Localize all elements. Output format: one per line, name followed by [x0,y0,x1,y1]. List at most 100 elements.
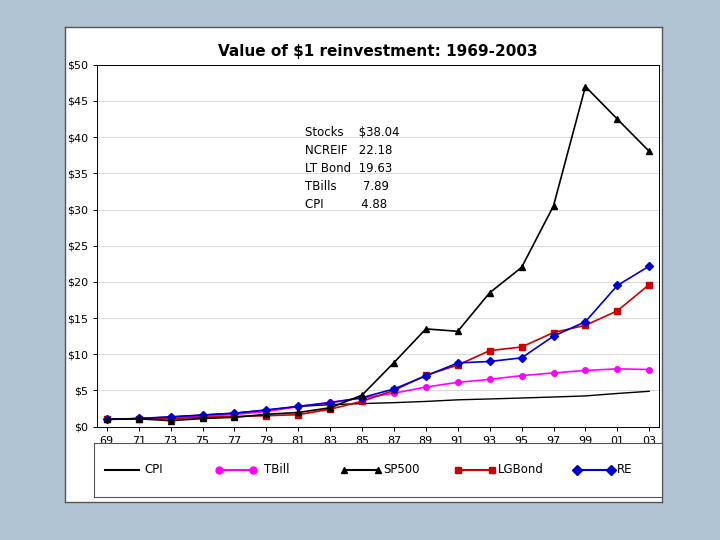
TBill [294,403,302,410]
RE [454,360,462,366]
SP500 [230,414,239,421]
TBill [166,414,175,421]
TBill [645,366,654,373]
Line: TBill: TBill [104,366,652,422]
LGBond [390,387,398,394]
LGBond [645,281,654,288]
Text: CPI: CPI [145,463,163,476]
RE [581,319,590,325]
LGBond [613,308,621,314]
CPI [645,388,654,395]
LGBond [454,362,462,368]
TBill [198,413,207,420]
Text: LGBond: LGBond [498,463,544,476]
LGBond [294,411,302,418]
SP500 [358,392,366,399]
RE [198,412,207,418]
RE [326,400,335,406]
SP500 [102,416,111,423]
CPI [358,400,366,407]
CPI [230,410,239,416]
LGBond [166,416,175,422]
Text: Stocks    $38.04
NCREIF   22.18
LT Bond  19.63
TBills       7.89
CPI          4.: Stocks $38.04 NCREIF 22.18 LT Bond 19.63… [305,126,400,211]
LGBond [102,416,111,423]
LGBond [421,372,430,379]
CPI [198,412,207,418]
SP500 [517,264,526,271]
CPI [613,390,621,397]
SP500 [326,404,335,411]
Text: RE: RE [617,463,632,476]
TBill [517,373,526,379]
CPI [390,400,398,406]
SP500 [294,409,302,416]
LGBond [198,414,207,421]
Line: SP500: SP500 [103,83,653,424]
CPI [454,396,462,403]
SP500 [166,417,175,424]
RE [485,358,494,365]
CPI [135,415,143,422]
TBill [421,384,430,390]
RE [102,416,111,423]
SP500 [135,416,143,422]
TBill [454,379,462,386]
CPI [102,416,111,423]
SP500 [645,148,654,154]
RE [230,410,239,416]
SP500 [549,202,558,209]
SP500 [613,116,621,122]
LGBond [358,398,366,404]
LGBond [549,329,558,336]
CPI [517,395,526,401]
LGBond [230,413,239,420]
RE [135,415,143,422]
RE [358,394,366,401]
LGBond [326,406,335,413]
Text: SP500: SP500 [384,463,420,476]
CPI [262,407,271,413]
TBill [102,416,111,423]
SP500 [421,326,430,332]
TBill [135,415,143,422]
CPI [326,401,335,408]
TBill [485,376,494,382]
RE [390,386,398,392]
LGBond [262,413,271,419]
RE [421,373,430,379]
RE [549,333,558,340]
Line: LGBond: LGBond [104,282,652,422]
TBill [262,408,271,415]
RE [166,414,175,420]
CPI [549,394,558,400]
LGBond [485,347,494,354]
RE [517,355,526,361]
CPI [421,398,430,404]
SP500 [262,411,271,417]
TBill [581,367,590,374]
LGBond [581,322,590,328]
TBill [358,395,366,401]
CPI [294,403,302,410]
SP500 [198,415,207,422]
SP500 [454,328,462,335]
TBill [326,399,335,406]
TBill [390,390,398,396]
Title: Value of $1 reinvestment: 1969-2003: Value of $1 reinvestment: 1969-2003 [218,44,538,59]
SP500 [485,289,494,296]
RE [613,282,621,289]
LGBond [135,415,143,422]
SP500 [581,83,590,90]
LGBond [517,344,526,350]
Line: CPI: CPI [107,392,649,420]
RE [262,407,271,413]
CPI [581,393,590,399]
TBill [230,411,239,418]
CPI [485,396,494,402]
Line: RE: RE [104,264,652,422]
TBill [549,370,558,376]
TBill [613,366,621,372]
CPI [166,414,175,420]
RE [294,403,302,409]
RE [645,263,654,269]
